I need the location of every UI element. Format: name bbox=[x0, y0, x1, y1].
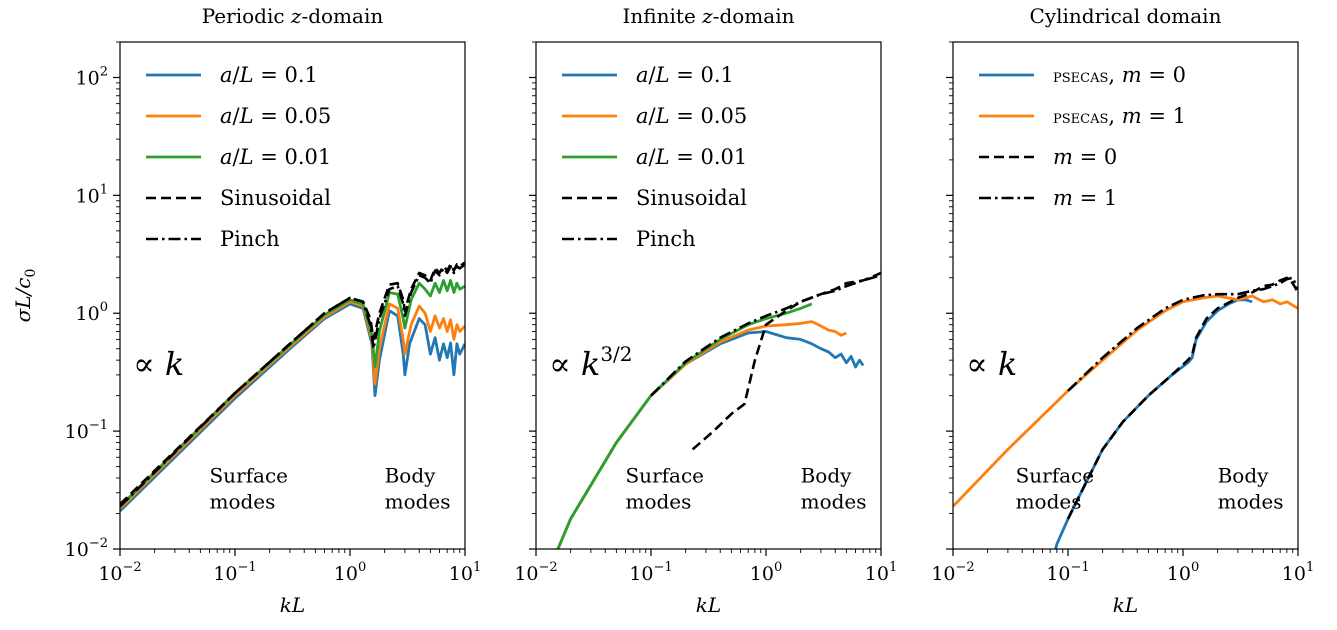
x-tick-label: 100 bbox=[1167, 560, 1199, 585]
y-tick-label: 102 bbox=[76, 64, 108, 89]
x-axis-label: kL bbox=[1113, 593, 1138, 617]
annotation-text: Surface bbox=[1016, 464, 1095, 488]
series-line-3 bbox=[120, 279, 465, 508]
annotation-text: modes bbox=[1218, 490, 1284, 514]
legend-label: psecas, m = 1 bbox=[1053, 104, 1186, 128]
annotation-text: Surface bbox=[209, 464, 288, 488]
x-tick-label: 101 bbox=[449, 560, 481, 585]
series-line-3 bbox=[556, 302, 813, 549]
legend-label: a/L = 0.1 bbox=[636, 63, 734, 87]
legend-label: Pinch bbox=[636, 227, 696, 251]
x-tick-label: 10−2 bbox=[98, 560, 141, 585]
legend-label: a/L = 0.01 bbox=[220, 145, 331, 169]
y-tick-label: 10−2 bbox=[65, 536, 108, 561]
series-line-1 bbox=[120, 302, 465, 512]
series-group bbox=[953, 276, 1298, 549]
annotation-text: modes bbox=[801, 490, 867, 514]
x-axis-label: kL bbox=[280, 593, 305, 617]
annotation-text: Body bbox=[1218, 464, 1270, 488]
legend: a/L = 0.1 a/L = 0.05 a/L = 0.01 Sinusoidal P… bbox=[562, 63, 747, 251]
legend: a/L = 0.1 a/L = 0.05 a/L = 0.01 Sinusoidal P… bbox=[146, 63, 331, 251]
axes-frame bbox=[119, 41, 466, 550]
annotation-text: modes bbox=[1016, 490, 1082, 514]
series-line-4 bbox=[1067, 276, 1298, 392]
annotation-scaling: ∝ k bbox=[133, 345, 184, 383]
annotation-text: modes bbox=[209, 490, 275, 514]
legend-label: Sinusoidal bbox=[220, 186, 331, 210]
legend-label: a/L = 0.01 bbox=[636, 145, 747, 169]
panel-3: Cylindrical domain 10−2 10−1 100 101 kL psecas… bbox=[931, 4, 1314, 617]
panel-2: Infinite z-domain 10−2 10−1 100 101 kL a/L = 0… bbox=[514, 4, 897, 617]
x-tick-label: 100 bbox=[334, 560, 366, 585]
legend-label: m = 0 bbox=[1053, 145, 1117, 169]
series-group bbox=[120, 261, 465, 512]
x-tick-label: 10−1 bbox=[213, 560, 256, 585]
annotation-text: Body bbox=[385, 464, 437, 488]
x-tick-label: 10−1 bbox=[629, 560, 672, 585]
legend-label: psecas, m = 0 bbox=[1053, 63, 1186, 87]
annotation-scaling: ∝ k bbox=[966, 345, 1017, 383]
series-line-5 bbox=[650, 274, 881, 397]
x-tick-label: 10−1 bbox=[1046, 560, 1089, 585]
series-line-2 bbox=[120, 300, 465, 510]
x-axis-label: kL bbox=[696, 593, 721, 617]
legend-label: a/L = 0.05 bbox=[220, 104, 331, 128]
y-axis-label: σL/c0 bbox=[11, 269, 39, 323]
legend-label: a/L = 0.05 bbox=[636, 104, 747, 128]
y-tick-label: 100 bbox=[76, 300, 108, 325]
series-line-3 bbox=[1066, 276, 1298, 520]
axes-frame bbox=[952, 41, 1299, 550]
series-line-5 bbox=[120, 263, 465, 508]
axes-frame bbox=[535, 41, 882, 550]
panel-1: Periodic z-domain 10−2 10−1 100 101 10−2 10−1 1… bbox=[11, 4, 481, 617]
annotation-text: modes bbox=[625, 490, 691, 514]
chart-title: Infinite z-domain bbox=[623, 4, 795, 28]
x-tick-label: 100 bbox=[750, 560, 782, 585]
legend-label: Sinusoidal bbox=[636, 186, 747, 210]
x-tick-label: 10−2 bbox=[514, 560, 557, 585]
legend-label: m = 1 bbox=[1053, 186, 1117, 210]
annotation-text: Body bbox=[801, 464, 853, 488]
annotation-text: modes bbox=[385, 490, 451, 514]
y-tick-label: 10−1 bbox=[65, 418, 108, 443]
x-tick-label: 101 bbox=[1282, 560, 1314, 585]
series-group bbox=[556, 271, 881, 549]
chart-title: Cylindrical domain bbox=[1030, 4, 1222, 28]
annotation-scaling: ∝ k3/2 bbox=[549, 342, 632, 383]
x-tick-label: 10−2 bbox=[931, 560, 974, 585]
y-tick-label: 101 bbox=[76, 182, 108, 207]
chart-title: Periodic z-domain bbox=[202, 4, 384, 28]
x-tick-label: 101 bbox=[865, 560, 897, 585]
annotation-text: Surface bbox=[625, 464, 704, 488]
legend-label: a/L = 0.1 bbox=[220, 63, 318, 87]
legend-label: Pinch bbox=[220, 227, 280, 251]
legend: psecas, m = 0 psecas, m = 1 m = 0 m = 1 bbox=[979, 63, 1186, 210]
